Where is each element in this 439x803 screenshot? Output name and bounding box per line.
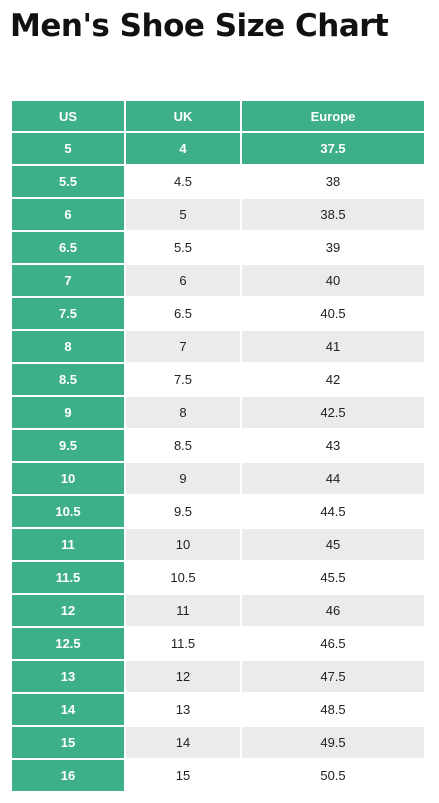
cell-uk: 4.5 (124, 164, 242, 199)
table-row: 8.5 7.5 42 (10, 362, 426, 397)
cell-europe: 49.5 (240, 725, 426, 760)
header-europe: Europe (240, 99, 426, 133)
table-body: 5 4 37.5 5.5 4.5 38 6 5 38.5 6.5 5.5 39 7 6 40 7.5 6.5 40… (10, 131, 426, 793)
cell-us: 11 (10, 527, 126, 562)
cell-europe: 42.5 (240, 395, 426, 430)
cell-us: 5.5 (10, 164, 126, 199)
table-row: 9 8 42.5 (10, 395, 426, 430)
cell-us: 6.5 (10, 230, 126, 265)
table-row: 15 14 49.5 (10, 725, 426, 760)
cell-europe: 48.5 (240, 692, 426, 727)
cell-uk: 8 (124, 395, 242, 430)
cell-uk: 14 (124, 725, 242, 760)
table-row: 13 12 47.5 (10, 659, 426, 694)
cell-uk: 11.5 (124, 626, 242, 661)
cell-uk: 6.5 (124, 296, 242, 331)
cell-us: 13 (10, 659, 126, 694)
cell-us: 6 (10, 197, 126, 232)
cell-uk: 10.5 (124, 560, 242, 595)
cell-us: 10.5 (10, 494, 126, 529)
cell-us: 8.5 (10, 362, 126, 397)
cell-uk: 15 (124, 758, 242, 793)
page-title: Men's Shoe Size Chart (10, 8, 389, 44)
table-row: 10 9 44 (10, 461, 426, 496)
cell-uk: 8.5 (124, 428, 242, 463)
cell-us: 14 (10, 692, 126, 727)
cell-europe: 39 (240, 230, 426, 265)
cell-us: 9 (10, 395, 126, 430)
table-row: 5 4 37.5 (10, 131, 426, 166)
cell-europe: 47.5 (240, 659, 426, 694)
table-row: 10.5 9.5 44.5 (10, 494, 426, 529)
table-row: 11 10 45 (10, 527, 426, 562)
cell-us: 8 (10, 329, 126, 364)
cell-us: 11.5 (10, 560, 126, 595)
cell-europe: 37.5 (240, 131, 426, 166)
cell-europe: 46.5 (240, 626, 426, 661)
cell-europe: 44 (240, 461, 426, 496)
cell-europe: 46 (240, 593, 426, 628)
cell-uk: 7.5 (124, 362, 242, 397)
cell-uk: 9 (124, 461, 242, 496)
cell-europe: 45.5 (240, 560, 426, 595)
table-row: 16 15 50.5 (10, 758, 426, 793)
cell-uk: 10 (124, 527, 242, 562)
cell-uk: 12 (124, 659, 242, 694)
cell-us: 7 (10, 263, 126, 298)
cell-europe: 45 (240, 527, 426, 562)
table-row: 12 11 46 (10, 593, 426, 628)
cell-uk: 11 (124, 593, 242, 628)
table-row: 8 7 41 (10, 329, 426, 364)
cell-us: 12 (10, 593, 126, 628)
cell-uk: 5 (124, 197, 242, 232)
table-row: 11.5 10.5 45.5 (10, 560, 426, 595)
cell-uk: 6 (124, 263, 242, 298)
cell-europe: 41 (240, 329, 426, 364)
cell-us: 10 (10, 461, 126, 496)
cell-us: 12.5 (10, 626, 126, 661)
table-row: 6.5 5.5 39 (10, 230, 426, 265)
cell-uk: 5.5 (124, 230, 242, 265)
cell-europe: 50.5 (240, 758, 426, 793)
cell-uk: 4 (124, 131, 242, 166)
table-row: 7 6 40 (10, 263, 426, 298)
cell-europe: 38 (240, 164, 426, 199)
cell-us: 7.5 (10, 296, 126, 331)
table-row: 12.5 11.5 46.5 (10, 626, 426, 661)
cell-us: 5 (10, 131, 126, 166)
header-uk: UK (124, 99, 242, 133)
cell-europe: 38.5 (240, 197, 426, 232)
cell-europe: 40.5 (240, 296, 426, 331)
cell-europe: 44.5 (240, 494, 426, 529)
table-header-row: US UK Europe (10, 99, 426, 133)
cell-us: 15 (10, 725, 126, 760)
cell-us: 16 (10, 758, 126, 793)
table-row: 6 5 38.5 (10, 197, 426, 232)
table-row: 5.5 4.5 38 (10, 164, 426, 199)
table-row: 14 13 48.5 (10, 692, 426, 727)
table-row: 7.5 6.5 40.5 (10, 296, 426, 331)
header-us: US (10, 99, 126, 133)
cell-europe: 42 (240, 362, 426, 397)
cell-uk: 7 (124, 329, 242, 364)
cell-europe: 40 (240, 263, 426, 298)
cell-uk: 9.5 (124, 494, 242, 529)
size-chart-table: US UK Europe 5 4 37.5 5.5 4.5 38 6 5 38.5 6.5 5.5 3… (10, 99, 426, 793)
table-row: 9.5 8.5 43 (10, 428, 426, 463)
cell-uk: 13 (124, 692, 242, 727)
cell-us: 9.5 (10, 428, 126, 463)
cell-europe: 43 (240, 428, 426, 463)
